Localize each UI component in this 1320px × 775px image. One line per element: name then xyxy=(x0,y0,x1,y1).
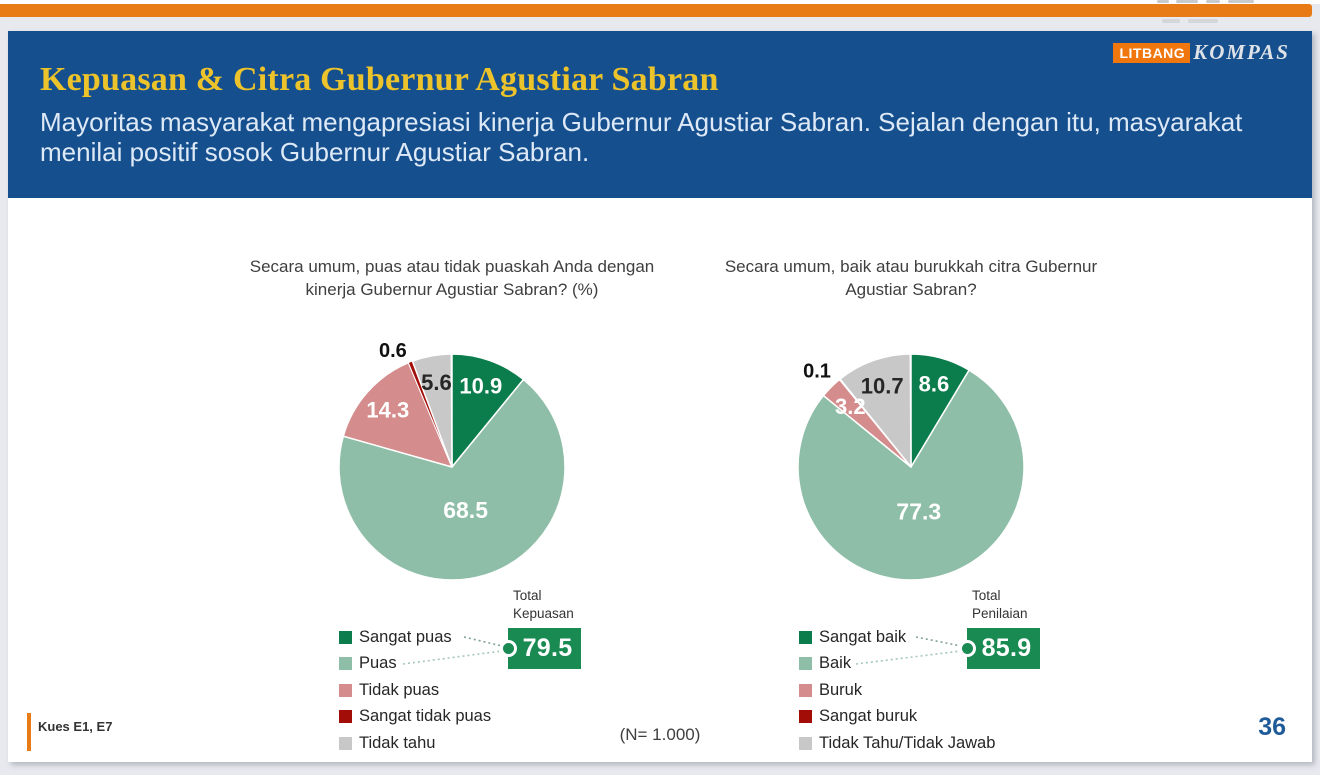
legend-row: Tidak tahu xyxy=(339,730,491,757)
legend-row: Sangat baik xyxy=(799,624,995,651)
total-kepuasan-box: 79.5 xyxy=(508,628,581,669)
legend-label: Sangat baik xyxy=(819,627,907,646)
legend-citra: Sangat baik Baik Buruk Sangat buruk Tidak Ta… xyxy=(799,624,995,757)
legend-swatch xyxy=(339,657,352,671)
pie-chart-kepuasan: 10.9 68.5 14.3 0.6 5.6 xyxy=(338,340,566,581)
footer-accent-bar xyxy=(27,713,31,751)
kompas-logo-text: KOMPAS xyxy=(1193,40,1290,64)
legend-swatch xyxy=(339,710,352,724)
legend-label: Sangat tidak puas xyxy=(359,707,492,726)
clipped-artifact xyxy=(1188,19,1218,23)
legend-row: Buruk xyxy=(799,677,995,704)
pie-value-label: 77.3 xyxy=(896,499,941,525)
pie-value-label: 5.6 xyxy=(421,370,452,395)
legend-swatch xyxy=(339,736,352,750)
pie-slice xyxy=(839,353,912,468)
legend-row: Sangat tidak puas xyxy=(339,704,491,731)
legend-row: Baik xyxy=(799,651,995,678)
total-penilaian-value: 85.9 xyxy=(981,634,1032,662)
total-kepuasan-value: 79.5 xyxy=(522,634,573,662)
slide-number: 36 xyxy=(1258,713,1286,741)
legend-label: Tidak puas xyxy=(359,680,440,699)
clipped-artifact xyxy=(1162,19,1180,23)
legend-label: Puas xyxy=(359,654,397,673)
page-top-strip xyxy=(0,0,1320,4)
pie-value-label: 8.6 xyxy=(919,372,950,397)
pie-value-label: 10.9 xyxy=(459,374,502,399)
litbang-kompas-logo: LITBANG KOMPAS xyxy=(1113,40,1290,65)
pie-value-label: 0.1 xyxy=(803,361,831,383)
pie-chart-citra: 8.6 77.3 3.20.1 10.7 xyxy=(797,353,1025,581)
legend-label: Sangat puas xyxy=(359,627,452,646)
legend-row: Tidak puas xyxy=(339,677,491,704)
pie-value-label: 0.6 xyxy=(379,340,407,362)
pie-slice xyxy=(338,378,566,581)
legend-swatch xyxy=(799,630,812,644)
sample-size-note: (N= 1.000) xyxy=(619,725,701,744)
pie-value-label: 3.2 xyxy=(835,394,866,419)
legend-row: Puas xyxy=(339,651,491,678)
pie-slice xyxy=(451,353,525,468)
clipped-artifact xyxy=(1157,0,1169,3)
pie-slice xyxy=(411,353,453,468)
total-kepuasan-label: Total Kepuasan xyxy=(513,588,574,621)
legend-label: Sangat buruk xyxy=(819,707,918,726)
legend-kepuasan: Sangat puas Puas Tidak puas Sangat tidak pu… xyxy=(339,624,491,757)
header-band: Kepuasan & Citra Gubernur Agustiar Sabra… xyxy=(8,31,1312,198)
clipped-artifact xyxy=(1206,0,1220,3)
litbang-logo-text: LITBANG xyxy=(1113,42,1191,63)
total-penilaian-label: Total Penilaian xyxy=(972,588,1028,621)
chart-title-kepuasan: Secara umum, puas atau tidak puaskah And… xyxy=(249,257,655,299)
legend-row: Sangat buruk xyxy=(799,704,995,731)
top-accent-bar xyxy=(0,4,1312,17)
legend-swatch xyxy=(799,657,812,671)
clipped-artifact xyxy=(1176,0,1198,3)
legend-label: Tidak tahu xyxy=(359,733,436,752)
legend-swatch xyxy=(799,683,812,697)
questionnaire-ref: Kues E1, E7 xyxy=(38,719,113,734)
pie-slice xyxy=(342,361,453,468)
total-penilaian-box: 85.9 xyxy=(967,628,1040,669)
pie-value-label: 10.7 xyxy=(861,374,904,399)
slide-card: Kepuasan & Citra Gubernur Agustiar Sabra… xyxy=(8,31,1312,762)
legend-swatch xyxy=(339,683,352,697)
slide-subtitle: Mayoritas masyarakat mengapresiasi kiner… xyxy=(40,107,1243,167)
legend-row: Tidak Tahu/Tidak Jawab xyxy=(799,730,995,757)
legend-row: Sangat puas xyxy=(339,624,491,651)
legend-label: Tidak Tahu/Tidak Jawab xyxy=(819,733,996,752)
pie-value-label: 14.3 xyxy=(366,398,409,423)
pie-slice xyxy=(797,369,1025,581)
legend-label: Buruk xyxy=(819,680,863,699)
chart-title-citra: Secara umum, baik atau burukkah citra Gu… xyxy=(724,257,1098,299)
pie-value-label: 68.5 xyxy=(443,497,488,523)
legend-swatch xyxy=(799,710,812,724)
legend-swatch xyxy=(339,630,352,644)
legend-label: Baik xyxy=(819,654,852,673)
clipped-artifact xyxy=(1228,0,1254,3)
legend-swatch xyxy=(799,736,812,750)
slide-title: Kepuasan & Citra Gubernur Agustiar Sabra… xyxy=(40,61,719,98)
